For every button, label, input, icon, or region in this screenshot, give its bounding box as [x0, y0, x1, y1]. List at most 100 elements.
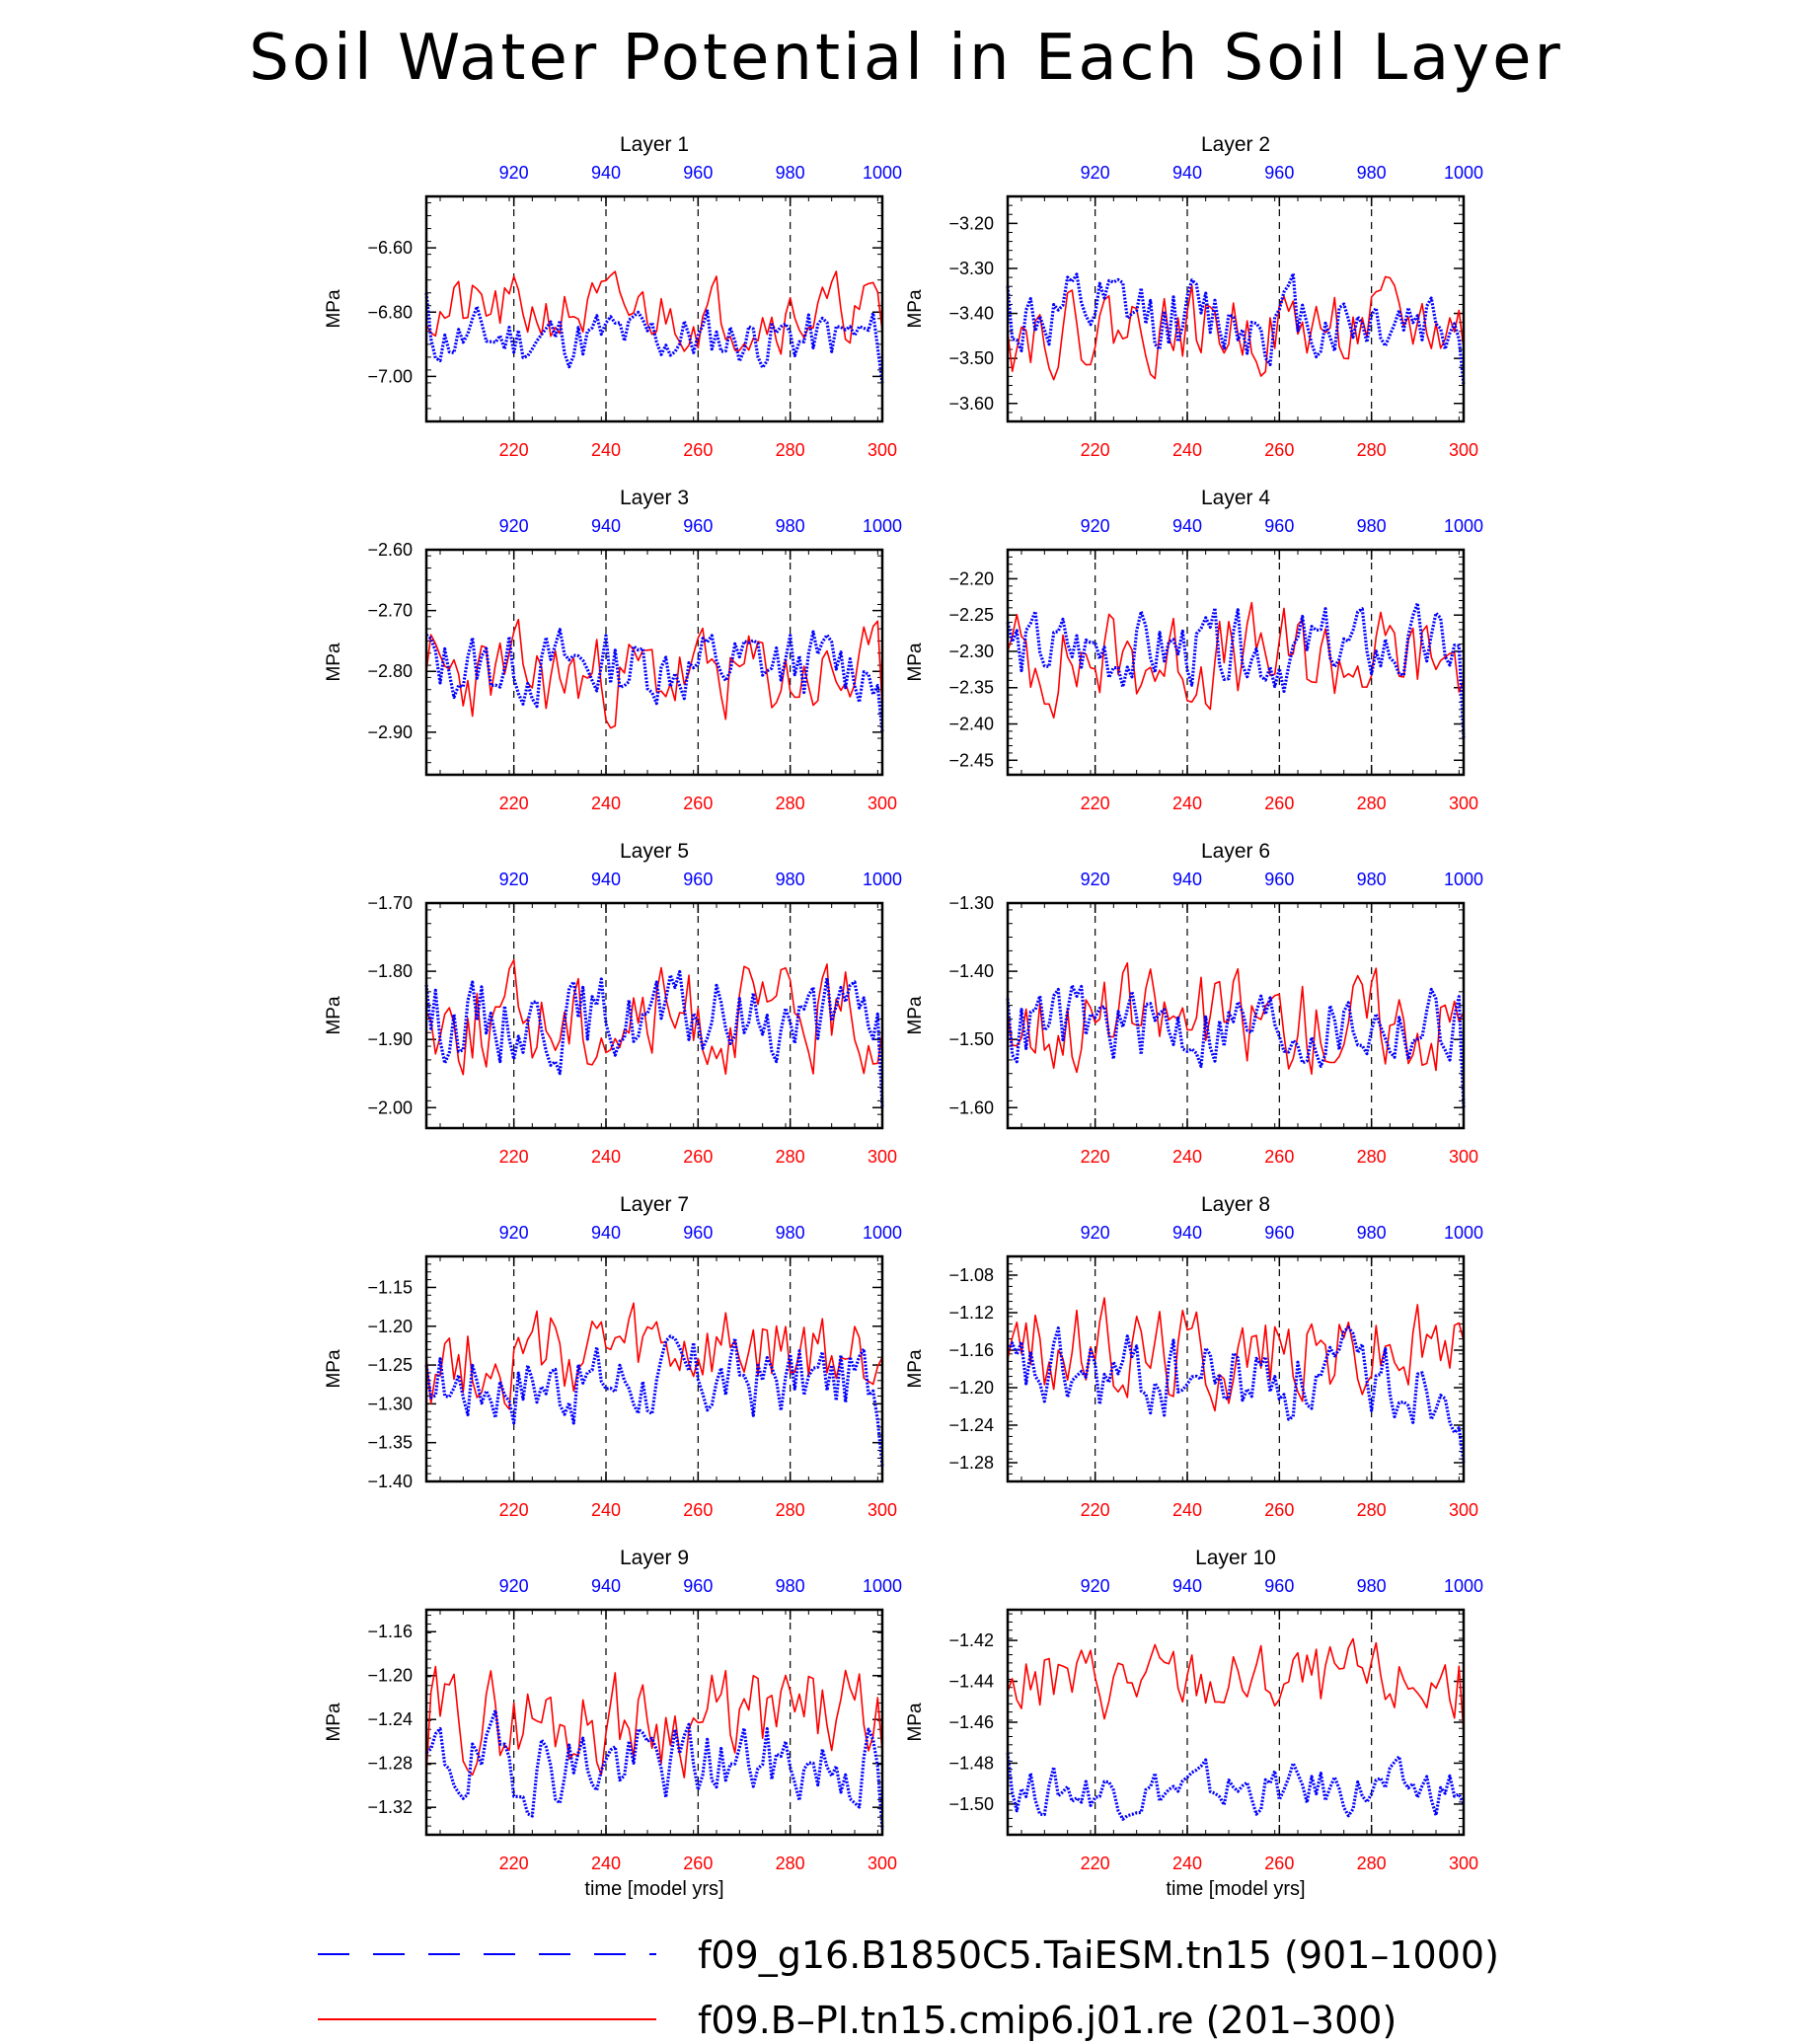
- top-tick-label: 940: [591, 1576, 621, 1596]
- top-tick-label: 960: [1264, 870, 1294, 889]
- y-tick-label: −1.28: [367, 1754, 413, 1774]
- y-tick-label: −1.70: [367, 893, 413, 913]
- bottom-tick-label: 300: [1449, 440, 1478, 460]
- bottom-tick-label: 280: [1357, 440, 1387, 460]
- y-tick-label: −3.20: [948, 213, 994, 233]
- panel-frame: [1006, 548, 1466, 777]
- y-tick-label: −3.60: [948, 394, 994, 414]
- top-tick-label: 1000: [863, 1223, 902, 1243]
- y-tick-label: −2.35: [948, 678, 994, 698]
- top-tick-label: 940: [1172, 870, 1202, 889]
- panel-frame: [424, 548, 884, 777]
- y-tick-label: −2.30: [948, 642, 994, 661]
- series-line-taiesm: [425, 628, 884, 733]
- bottom-tick-label: 240: [1172, 1854, 1202, 1873]
- panel-title: Layer 6: [1201, 840, 1270, 863]
- panel-title: Layer 2: [1201, 133, 1270, 156]
- y-axis-label: MPa: [324, 1349, 344, 1389]
- panel-title: Layer 9: [620, 1547, 689, 1569]
- bottom-tick-label: 260: [683, 1500, 713, 1520]
- y-tick-label: −1.30: [948, 893, 994, 913]
- top-tick-label: 920: [499, 1223, 529, 1243]
- top-tick-label: 960: [1264, 516, 1294, 536]
- bottom-tick-label: 220: [1081, 794, 1110, 813]
- top-tick-label: 1000: [1444, 1223, 1483, 1243]
- bottom-tick-label: 220: [499, 1500, 529, 1520]
- y-tick-label: −2.90: [367, 722, 413, 742]
- y-tick-label: −1.40: [948, 961, 994, 981]
- bottom-tick-label: 220: [499, 440, 529, 460]
- y-axis-label: MPa: [324, 643, 344, 682]
- bottom-tick-label: 280: [776, 1854, 805, 1873]
- top-tick-label: 920: [1081, 516, 1110, 536]
- bottom-tick-label: 280: [776, 794, 805, 813]
- top-tick-label: 960: [683, 516, 713, 536]
- y-axis-label: MPa: [324, 289, 344, 329]
- top-tick-label: 980: [1357, 870, 1387, 889]
- top-tick-label: 940: [1172, 1223, 1202, 1243]
- top-tick-label: 980: [776, 1576, 805, 1596]
- bottom-tick-label: 280: [776, 440, 805, 460]
- series-line-taiesm: [1006, 983, 1466, 1108]
- top-tick-label: 1000: [863, 163, 902, 183]
- y-tick-label: −1.42: [948, 1630, 994, 1650]
- y-tick-label: −1.20: [948, 1378, 994, 1398]
- bottom-tick-label: 220: [1081, 1854, 1110, 1873]
- bottom-tick-label: 220: [1081, 1147, 1110, 1167]
- series-line-cmip6: [425, 1302, 883, 1410]
- panel-layer-5: Layer 5 920 940 960 980 1000 220 240 260 280 300 −1…: [324, 840, 902, 1167]
- panel-frame: [1006, 194, 1466, 423]
- panel-title: Layer 10: [1195, 1547, 1276, 1569]
- y-tick-label: −3.50: [948, 348, 994, 368]
- top-tick-label: 960: [683, 163, 713, 183]
- bottom-tick-label: 240: [1172, 1500, 1202, 1520]
- y-axis-label: MPa: [324, 1703, 344, 1742]
- y-axis-label: MPa: [905, 643, 926, 682]
- series-line-taiesm: [1006, 271, 1466, 386]
- top-tick-label: 980: [1357, 516, 1387, 536]
- top-tick-label: 1000: [863, 516, 902, 536]
- series-line-taiesm: [1006, 1325, 1466, 1464]
- top-tick-label: 1000: [1444, 870, 1483, 889]
- top-tick-label: 980: [1357, 1223, 1387, 1243]
- y-tick-label: −1.25: [367, 1355, 413, 1375]
- top-tick-label: 980: [1357, 1576, 1387, 1596]
- bottom-tick-label: 260: [1264, 440, 1294, 460]
- panel-layer-4: Layer 4 920 940 960 980 1000 220 240 260 280 300 −2…: [905, 487, 1483, 813]
- panel-layer-9: Layer 9 920 940 960 980 1000 220 240 260 280 300 −1…: [324, 1547, 902, 1900]
- series-line-taiesm: [425, 1708, 884, 1830]
- bottom-tick-label: 300: [868, 440, 897, 460]
- top-tick-label: 1000: [863, 1576, 902, 1596]
- top-tick-label: 1000: [1444, 1576, 1483, 1596]
- top-tick-label: 980: [776, 516, 805, 536]
- y-tick-label: −1.16: [367, 1622, 413, 1641]
- panel-frame: [424, 1608, 884, 1837]
- top-tick-label: 940: [1172, 163, 1202, 183]
- x-axis-label: time [model yrs]: [584, 1878, 723, 1900]
- bottom-tick-label: 260: [683, 794, 713, 813]
- series-line-taiesm: [1006, 1752, 1466, 1821]
- bottom-tick-label: 300: [1449, 1500, 1478, 1520]
- y-tick-label: −1.90: [367, 1029, 413, 1049]
- panel-layer-1: Layer 1 920 940 960 980 1000 220 240 260 280 300 −6…: [324, 133, 902, 460]
- panel-frame: [1006, 901, 1466, 1130]
- y-tick-label: −2.45: [948, 750, 994, 770]
- bottom-tick-label: 260: [1264, 794, 1294, 813]
- y-tick-label: −1.50: [948, 1029, 994, 1049]
- bottom-tick-label: 300: [868, 1147, 897, 1167]
- panel-layer-6: Layer 6 920 940 960 980 1000 220 240 260 280 300 −1…: [905, 840, 1483, 1167]
- panel-title: Layer 4: [1201, 487, 1270, 509]
- bottom-tick-label: 240: [591, 794, 621, 813]
- top-tick-label: 980: [776, 163, 805, 183]
- top-tick-label: 920: [1081, 163, 1110, 183]
- panel-layer-10: Layer 10 920 940 960 980 1000 220 240 260 280 300 −…: [905, 1547, 1483, 1900]
- top-tick-label: 920: [1081, 1223, 1110, 1243]
- bottom-tick-label: 260: [1264, 1147, 1294, 1167]
- bottom-tick-label: 240: [1172, 1147, 1202, 1167]
- bottom-tick-label: 240: [591, 1500, 621, 1520]
- y-axis-label: MPa: [905, 1349, 926, 1389]
- bottom-tick-label: 260: [683, 1854, 713, 1873]
- bottom-tick-label: 300: [1449, 1854, 1478, 1873]
- bottom-tick-label: 260: [1264, 1500, 1294, 1520]
- top-tick-label: 940: [591, 1223, 621, 1243]
